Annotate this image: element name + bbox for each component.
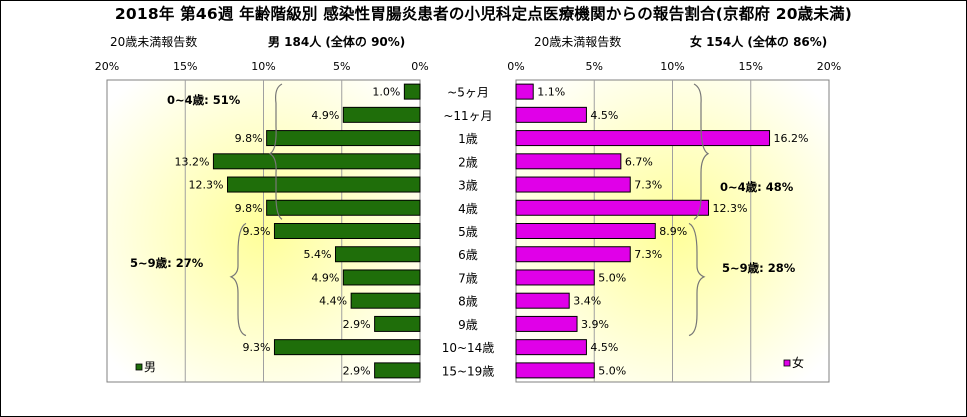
male-bar — [374, 362, 421, 379]
female-value-label: 4.5% — [590, 109, 618, 122]
male-bar — [266, 130, 421, 147]
male-bar — [227, 176, 421, 193]
female-bar — [515, 315, 578, 332]
age-category-label: ~5ヶ月 — [447, 86, 489, 100]
male-axis-tick: 5% — [333, 60, 350, 73]
female-legend-swatch — [783, 359, 791, 367]
male-value-label: 13.2% — [174, 155, 209, 168]
female-summary: 女 154人 (全体の 86%) — [690, 35, 828, 49]
female-0-4-annotation: 0~4歳: 48% — [720, 180, 794, 194]
male-value-label: 12.3% — [189, 179, 224, 192]
male-axis-tick: 15% — [173, 60, 197, 73]
male-bar — [334, 246, 421, 263]
female-axis-tick: 0% — [507, 60, 524, 73]
female-value-label: 6.7% — [625, 155, 653, 168]
age-category-label: 8歳 — [458, 295, 478, 309]
male-0-4-annotation: 0~4歳: 51% — [167, 93, 241, 107]
male-bar — [212, 153, 421, 170]
female-bar — [515, 269, 595, 286]
male-value-label: 4.9% — [311, 271, 339, 284]
female-5-9-annotation: 5~9歳: 28% — [722, 261, 796, 275]
age-category-label: 3歳 — [458, 179, 478, 193]
age-category-label: ~11ヶ月 — [443, 109, 492, 123]
male-bar — [403, 83, 421, 100]
female-value-label: 3.4% — [573, 295, 601, 308]
female-value-label: 5.0% — [598, 271, 626, 284]
male-5-9-annotation: 5~9歳: 27% — [130, 256, 204, 270]
male-value-label: 1.0% — [372, 86, 400, 99]
female-value-label: 5.0% — [598, 364, 626, 377]
male-legend-swatch — [135, 363, 143, 371]
male-bar — [342, 269, 421, 286]
male-bar — [350, 292, 421, 309]
female-axis-tick: 15% — [739, 60, 763, 73]
male-value-label: 4.4% — [319, 295, 347, 308]
female-axis-tick: 5% — [586, 60, 603, 73]
age-category-label: 15~19歳 — [442, 364, 495, 378]
male-legend-label: 男 — [144, 360, 156, 374]
age-category-label: 7歳 — [458, 271, 478, 285]
male-bar — [273, 339, 421, 356]
male-axis-tick: 20% — [95, 60, 119, 73]
female-legend-label: 女 — [792, 355, 804, 370]
male-bar — [266, 199, 421, 216]
age-category-label: 9歳 — [458, 318, 478, 332]
male-value-label: 5.4% — [304, 248, 332, 261]
female-bar — [515, 130, 771, 147]
age-category-label: 1歳 — [458, 132, 478, 146]
male-0-4-brace — [268, 83, 283, 220]
female-value-label: 8.9% — [659, 225, 687, 238]
male-value-label: 9.8% — [235, 132, 263, 145]
female-value-label: 12.3% — [712, 202, 747, 215]
male-ratio-label: 20歳未満報告数 — [110, 35, 198, 49]
male-5-9-brace — [229, 222, 247, 337]
male-bar — [374, 315, 421, 332]
chart-title: 2018年 第46週 年齢階級別 感染性胃腸炎患者の小児科定点医療機関からの報告… — [114, 5, 853, 23]
male-axis-tick: 10% — [251, 60, 275, 73]
female-bar — [515, 83, 534, 100]
male-summary: 男 184人 (全体の 90%) — [268, 35, 406, 49]
female-bar — [515, 292, 570, 309]
female-bar — [515, 246, 631, 263]
age-category-label: 4歳 — [458, 202, 478, 216]
age-category-label: 6歳 — [458, 248, 478, 262]
male-value-label: 4.9% — [311, 109, 339, 122]
female-0-4-brace — [693, 83, 710, 220]
male-bar — [342, 106, 421, 123]
female-value-label: 16.2% — [774, 132, 809, 145]
female-bar — [515, 199, 709, 216]
female-bar — [515, 106, 587, 123]
female-value-label: 3.9% — [581, 318, 609, 331]
female-bar — [515, 153, 622, 170]
female-axis-tick: 20% — [817, 60, 841, 73]
female-value-label: 7.3% — [634, 179, 662, 192]
female-bar — [515, 223, 656, 239]
age-category-label: 5歳 — [458, 225, 478, 239]
female-5-9-brace — [688, 222, 706, 337]
age-category-label: 2歳 — [458, 155, 478, 169]
male-value-label: 9.3% — [243, 341, 271, 354]
male-bar — [273, 223, 421, 239]
female-value-label: 1.1% — [537, 86, 565, 99]
female-ratio-label: 20歳未満報告数 — [534, 35, 622, 49]
age-category-label: 10~14歳 — [442, 341, 495, 355]
female-value-label: 7.3% — [634, 248, 662, 261]
male-value-label: 9.8% — [235, 202, 263, 215]
female-bar — [515, 176, 631, 193]
female-axis-tick: 10% — [660, 60, 684, 73]
male-value-label: 2.9% — [343, 318, 371, 331]
male-axis-tick: 0% — [411, 60, 428, 73]
male-value-label: 9.3% — [243, 225, 271, 238]
female-bar — [515, 339, 587, 356]
female-bar — [515, 362, 595, 379]
male-value-label: 2.9% — [343, 364, 371, 377]
female-value-label: 4.5% — [590, 341, 618, 354]
